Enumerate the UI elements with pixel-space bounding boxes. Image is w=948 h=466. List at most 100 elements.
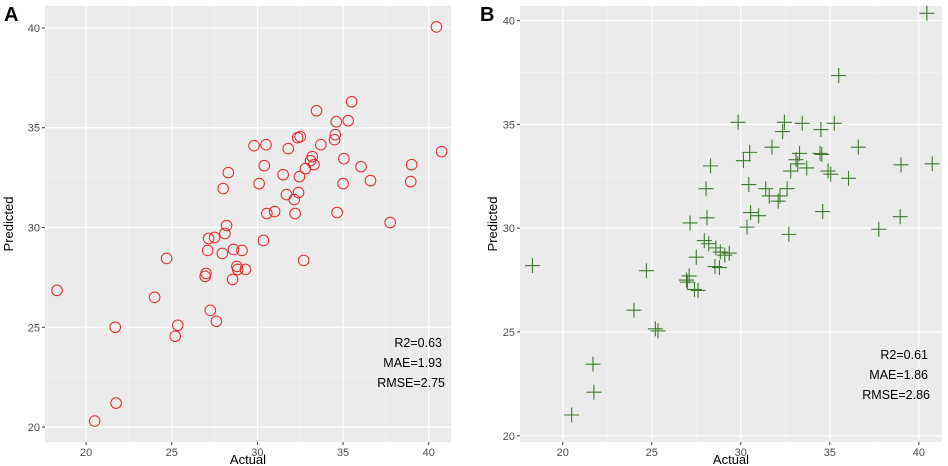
- data-point: [690, 282, 706, 298]
- y-tick-label: 40: [503, 16, 515, 28]
- data-point: [815, 204, 831, 220]
- data-point: [253, 177, 265, 190]
- data-point: [679, 274, 695, 290]
- data-point: [169, 330, 181, 343]
- data-point: [292, 186, 305, 199]
- y-tick-label: 35: [503, 119, 515, 131]
- x-tick-label: 35: [824, 447, 836, 459]
- data-point: [812, 145, 828, 161]
- x-tick-label: 25: [646, 447, 658, 459]
- data-point: [743, 205, 759, 221]
- panel-b-rmse-label: RMSE=2.86: [862, 388, 930, 402]
- data-point: [841, 170, 857, 186]
- data-point: [364, 174, 377, 187]
- data-point: [735, 153, 751, 169]
- panel-a-axis-ticks: 20 25 30 35 40 20 25 30 35 40: [28, 23, 435, 459]
- data-point: [799, 160, 815, 176]
- data-point: [430, 21, 443, 33]
- data-point: [384, 216, 396, 229]
- data-point: [260, 138, 272, 151]
- data-point: [404, 175, 417, 188]
- data-point: [701, 236, 717, 252]
- data-point: [294, 130, 307, 143]
- panel-a-gridlines: [45, 6, 451, 442]
- data-point: [239, 263, 252, 276]
- data-point: [345, 95, 358, 108]
- data-point: [227, 243, 240, 256]
- data-point: [721, 245, 737, 261]
- data-point: [678, 272, 694, 288]
- data-point: [711, 260, 727, 276]
- data-point: [703, 158, 719, 174]
- y-tick-label: 25: [28, 322, 40, 334]
- data-point: [794, 115, 810, 131]
- data-point: [871, 221, 887, 237]
- panel-b-mae-label: MAE=1.86: [869, 368, 928, 382]
- panel-b-r2-label: R2=0.61: [880, 348, 928, 362]
- data-point: [688, 249, 704, 265]
- panel-a-data-points: [51, 21, 448, 427]
- data-point: [790, 156, 806, 172]
- data-point: [160, 252, 173, 265]
- panel-b-y-axis-title: Predicted: [485, 197, 500, 252]
- data-point: [202, 232, 215, 245]
- data-point: [293, 170, 306, 183]
- y-tick-label: 35: [28, 123, 40, 135]
- data-point: [200, 267, 212, 280]
- x-tick-label: 40: [913, 447, 925, 459]
- data-point: [261, 207, 273, 220]
- data-point: [342, 114, 355, 127]
- data-point: [330, 115, 343, 128]
- data-point: [751, 208, 767, 224]
- data-point: [257, 234, 270, 247]
- data-point: [219, 227, 231, 240]
- data-point: [222, 166, 235, 179]
- data-point: [647, 321, 663, 337]
- data-point: [289, 207, 301, 220]
- panel-a-x-axis-title: Actual: [230, 452, 266, 466]
- data-point: [850, 139, 866, 155]
- data-point: [338, 152, 350, 165]
- data-point: [826, 115, 842, 131]
- panel-a-mae-label: MAE=1.93: [383, 356, 442, 370]
- data-point: [328, 133, 341, 146]
- data-point: [741, 177, 757, 193]
- data-point: [524, 258, 540, 274]
- panel-b-plot-background: [520, 6, 942, 442]
- data-point: [208, 231, 221, 244]
- data-point: [776, 114, 792, 130]
- panel-a-y-axis-title: Predicted: [1, 197, 16, 252]
- panel-b-letter: B: [480, 4, 494, 26]
- data-point: [919, 5, 935, 21]
- data-point: [226, 273, 239, 286]
- data-point: [626, 302, 642, 318]
- data-point: [742, 144, 758, 160]
- data-point: [730, 114, 746, 130]
- y-tick-label: 30: [503, 223, 515, 235]
- x-tick-label: 30: [251, 447, 263, 459]
- data-point: [788, 152, 804, 168]
- data-point: [739, 219, 755, 235]
- x-tick-label: 25: [166, 447, 178, 459]
- panel-a-r2-label: R2=0.63: [394, 336, 442, 350]
- x-tick-label: 35: [337, 447, 349, 459]
- data-point: [699, 210, 715, 226]
- data-point: [405, 158, 418, 171]
- data-point: [277, 168, 289, 181]
- data-point: [88, 415, 101, 427]
- data-point: [258, 159, 271, 172]
- data-point: [764, 139, 780, 155]
- data-point: [823, 166, 839, 182]
- data-point: [201, 244, 214, 257]
- data-point: [217, 182, 229, 195]
- data-point: [109, 321, 122, 334]
- panel-b-data-points: [524, 5, 940, 423]
- x-tick-label: 20: [557, 447, 569, 459]
- data-point: [148, 291, 161, 304]
- data-point: [892, 209, 908, 225]
- data-point: [650, 323, 666, 339]
- data-point: [586, 384, 602, 400]
- data-point: [813, 122, 829, 138]
